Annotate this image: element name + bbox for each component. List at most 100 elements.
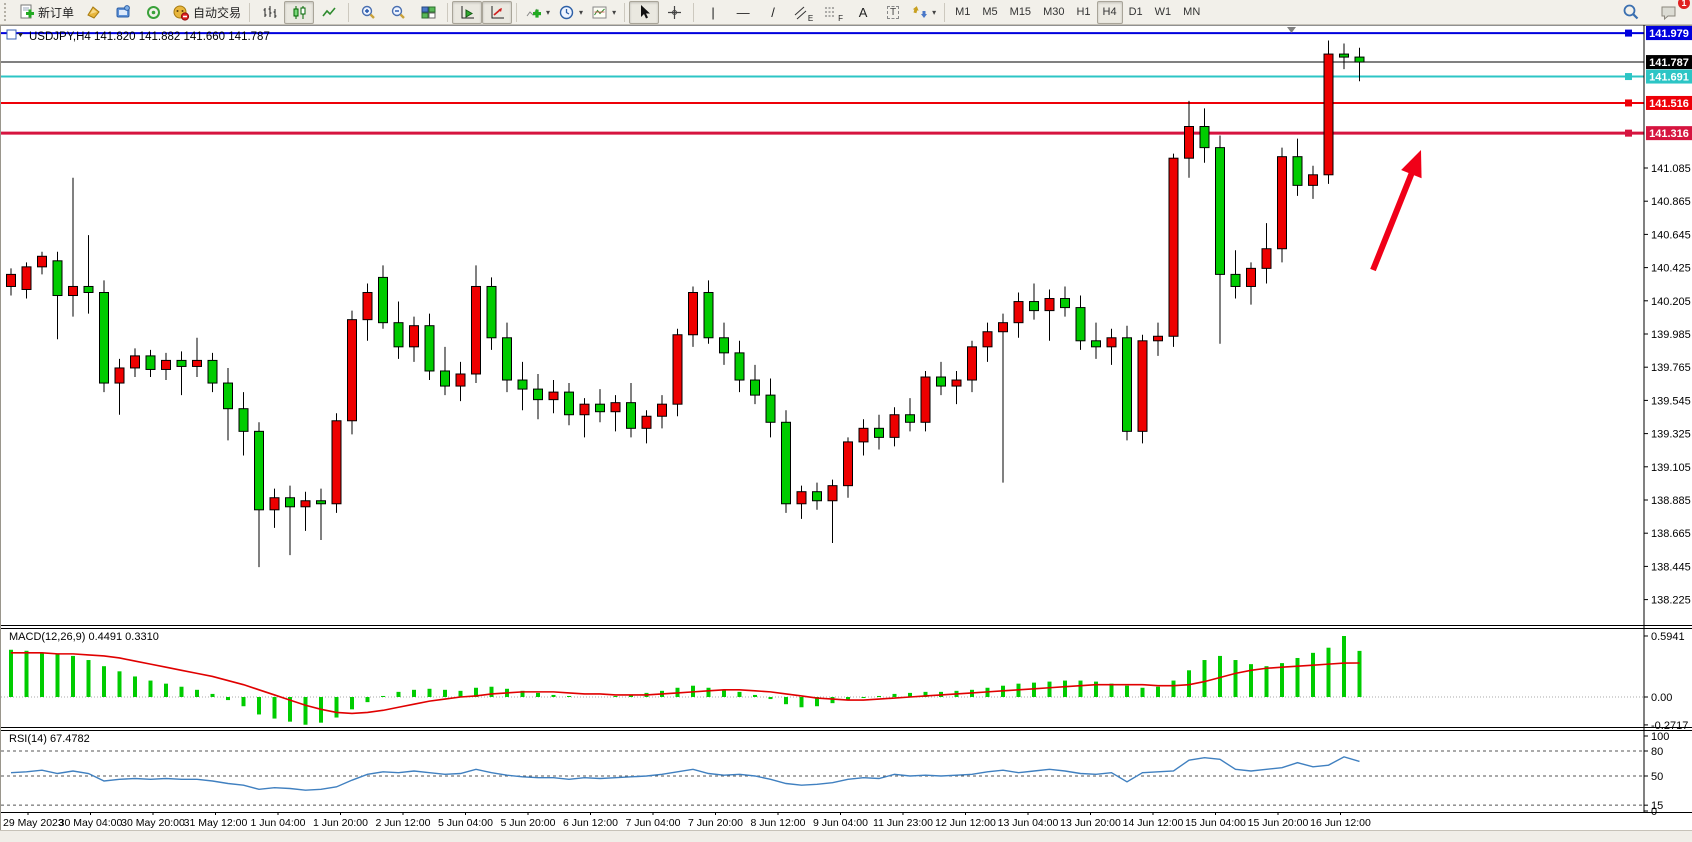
arrow-shapes-icon	[912, 6, 928, 18]
rsi-indicator-label: RSI(14) 67.4782	[9, 733, 90, 745]
time-axis-label: 2 Jun 12:00	[376, 817, 431, 829]
candle-bearish	[378, 276, 388, 324]
data-window-button[interactable]	[138, 1, 168, 24]
tile-windows-button[interactable]	[413, 1, 443, 24]
time-axis-label: 1 Jun 20:00	[313, 817, 368, 829]
time-axis-label: 5 Jun 04:00	[438, 817, 493, 829]
timeframe-d1-button[interactable]: D1	[1123, 1, 1149, 24]
search-button[interactable]	[1616, 1, 1646, 24]
cursor-arrow-icon	[640, 5, 650, 19]
candle-bearish	[905, 414, 915, 423]
zoom-out-button[interactable]	[383, 1, 413, 24]
candle-bearish	[176, 359, 187, 367]
candle-bullish	[1168, 157, 1179, 337]
level-line-handle[interactable]	[1625, 129, 1632, 137]
indicators-button[interactable]: ▾	[521, 1, 554, 24]
price-axis-label: 140.425	[1651, 263, 1691, 275]
timeframe-m1-button[interactable]: M1	[949, 1, 976, 24]
price-level-box-label: 141.979	[1649, 28, 1689, 40]
text-tool-button[interactable]: A	[848, 1, 878, 24]
level-line-handle[interactable]	[1625, 99, 1632, 107]
candle-bearish	[626, 402, 636, 429]
level-line-handle[interactable]	[1625, 73, 1632, 81]
timeframe-mn-button[interactable]: MN	[1177, 1, 1206, 24]
timeframe-h4-button[interactable]: H4	[1096, 0, 1123, 24]
candle-bearish	[1230, 273, 1241, 287]
candle-bearish	[781, 421, 791, 505]
fibonacci-tool-button[interactable]: F	[818, 1, 848, 24]
timeframe-w1-button[interactable]: W1	[1149, 1, 1178, 24]
chart-menu-chevron-icon[interactable]	[18, 33, 23, 37]
toolbar-separator	[516, 2, 518, 22]
candle-bullish	[1246, 267, 1256, 287]
candle-bearish	[1075, 307, 1086, 342]
time-axis-label: 9 Jun 04:00	[813, 817, 868, 829]
candle-bearish	[1354, 56, 1365, 63]
horizontal-line-tool-button[interactable]: —	[728, 1, 758, 24]
candle-bullish	[192, 359, 202, 367]
candle-bearish	[52, 260, 63, 297]
rsi-axis-label: 15	[1651, 800, 1663, 812]
timeframe-m5-button[interactable]: M5	[976, 1, 1003, 24]
candle-bearish	[1339, 53, 1349, 58]
candle-bullish	[37, 255, 47, 268]
cursor-button[interactable]	[629, 0, 660, 24]
periods-button[interactable]: ▾	[554, 1, 587, 24]
candlestick-mode-button[interactable]	[284, 0, 315, 24]
macd-axis-label: -0.2717	[1651, 720, 1688, 732]
trendline-tool-button[interactable]: /	[758, 1, 788, 24]
chart-background	[1, 25, 1692, 830]
candle-bullish	[1044, 298, 1055, 312]
crosshair-button[interactable]	[659, 1, 689, 24]
fibonacci-glyph: F	[838, 13, 844, 23]
price-axis-label: 139.325	[1651, 429, 1691, 441]
new-order-button[interactable]: 新订单	[14, 1, 78, 24]
price-level-box-label: 141.787	[1649, 57, 1689, 69]
timeframe-label: M30	[1043, 6, 1065, 18]
candle-bearish	[703, 291, 714, 339]
meta-editor-button[interactable]	[108, 1, 138, 24]
crosshair-icon	[667, 5, 681, 19]
chevron-down-icon: ▾	[546, 7, 551, 17]
chart-shift-marker[interactable]	[1287, 27, 1296, 33]
text-label-tool-button[interactable]: T	[878, 1, 908, 24]
level-line-handle[interactable]	[1625, 29, 1632, 37]
autotrading-icon	[173, 5, 190, 21]
candle-bearish	[316, 500, 326, 505]
timeframe-m15-button[interactable]: M15	[1004, 1, 1037, 24]
time-axis-label: 6 Jun 12:00	[563, 817, 618, 829]
fibonacci-icon	[825, 7, 836, 16]
timeframe-label: W1	[1154, 6, 1172, 18]
candle-bullish	[68, 285, 78, 297]
candle-bearish	[595, 403, 605, 413]
arrows-tool-button[interactable]: ▾	[908, 1, 940, 24]
channel-tool-button[interactable]: E	[788, 1, 818, 24]
vertical-line-tool-button[interactable]: |	[698, 1, 728, 24]
chart-profile-button[interactable]	[78, 1, 108, 24]
auto-scroll-button[interactable]	[452, 0, 483, 24]
bar-chart-mode-button[interactable]	[254, 1, 284, 24]
rsi-axis-label: 100	[1651, 731, 1669, 743]
trend-arrow-annotation[interactable]	[1370, 167, 1417, 272]
timeframe-h1-button[interactable]: H1	[1070, 1, 1096, 24]
timeframe-m30-button[interactable]: M30	[1037, 1, 1070, 24]
candle-bearish	[424, 325, 435, 372]
notifications-button[interactable]: 1	[1654, 0, 1690, 24]
line-chart-mode-button[interactable]	[314, 1, 344, 24]
chart-shift-button[interactable]	[482, 0, 513, 24]
candle-bearish	[564, 391, 574, 416]
templates-button[interactable]: ▾	[587, 1, 620, 24]
autotrading-button[interactable]: 自动交易	[168, 1, 245, 24]
candle-bullish	[1137, 340, 1148, 432]
macd-indicator-label: MACD(12,26,9) 0.4491 0.3310	[9, 631, 159, 643]
rsi-line	[10, 756, 1360, 791]
notification-badge: 1	[1678, 0, 1690, 9]
chart-window[interactable]: 141.085 140.865 140.645 140.425 140.205 139.9…	[0, 5, 1692, 830]
price-chart-canvas[interactable]: 141.085 140.865 140.645 140.425 140.205 139.9…	[1, 5, 1692, 830]
candle-bullish	[471, 285, 481, 375]
chart-window-icon[interactable]	[6, 29, 17, 40]
zoom-in-button[interactable]	[353, 1, 383, 24]
timeframe-label: M1	[955, 6, 971, 18]
toolbar-grip[interactable]	[4, 3, 10, 21]
candle-bullish	[21, 266, 32, 290]
